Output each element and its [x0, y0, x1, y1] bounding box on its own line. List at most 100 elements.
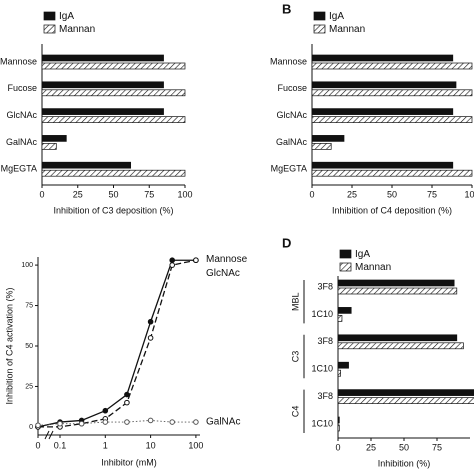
y-tick-label: 75	[25, 302, 33, 309]
category-label: 3F8	[317, 281, 333, 291]
legend-label: IgA	[355, 249, 370, 260]
bar	[311, 89, 473, 97]
bar	[311, 81, 457, 89]
x-tick-label: 0	[39, 189, 44, 199]
x-tick-label: 50	[108, 189, 118, 199]
category-label: GlcNAc	[276, 110, 307, 120]
series-line	[37, 259, 196, 428]
legend-swatch	[339, 249, 352, 259]
bar	[337, 279, 455, 287]
legend-label: Mannan	[59, 24, 95, 35]
legend-label: IgA	[329, 11, 344, 22]
category-label: 1C10	[311, 364, 333, 374]
y-tick-label: 50	[25, 343, 33, 350]
y-tick-label: 25	[25, 383, 33, 390]
data-point	[124, 399, 130, 406]
x-tick-label: 0	[309, 189, 314, 199]
bar	[311, 54, 454, 62]
x-tick-label: 75	[144, 189, 154, 199]
data-point	[193, 419, 199, 425]
x-axis-label: Inhibition (%)	[378, 458, 431, 468]
x-tick-label: 75	[432, 442, 442, 452]
bar	[337, 369, 341, 377]
data-point	[124, 391, 130, 398]
series-line	[38, 259, 197, 428]
bar	[41, 81, 164, 89]
y-tick-label: 0	[29, 424, 33, 431]
bar	[311, 169, 473, 177]
bar	[337, 397, 474, 404]
x-tick-label: 1	[103, 440, 108, 450]
data-point	[35, 422, 41, 429]
category-label: 3F8	[317, 336, 333, 346]
data-point	[169, 419, 176, 425]
series-label: Mannose	[206, 254, 248, 265]
category-label: 3F8	[317, 391, 333, 401]
category-label: MgEGTA	[271, 164, 307, 174]
x-tick-label: 100	[464, 189, 474, 199]
bar	[337, 315, 343, 322]
data-point	[169, 262, 176, 268]
bar	[41, 169, 186, 177]
category-label: MgEGTA	[1, 164, 37, 174]
bar	[41, 135, 67, 142]
bar	[41, 62, 186, 70]
bar	[41, 161, 132, 169]
x-axis-label: Inhibition of C4 deposition (%)	[332, 205, 452, 215]
x-tick-label: 50	[399, 442, 409, 452]
category-label: Mannose	[270, 56, 307, 66]
data-point	[147, 335, 154, 341]
legend-swatch	[313, 24, 326, 34]
y-axis-label: Inhibition of C4 activation (%)	[4, 287, 14, 404]
y-tick-label: 100	[21, 262, 33, 269]
series-label: GlcNAc	[206, 268, 240, 279]
bar	[311, 108, 454, 115]
bar	[311, 135, 345, 142]
bar	[311, 161, 454, 169]
data-point	[102, 407, 109, 414]
x-tick-label: 100	[188, 440, 203, 450]
legend-label: Mannan	[355, 262, 391, 273]
group-label: C4	[290, 406, 300, 418]
data-point	[193, 257, 199, 264]
data-point	[78, 420, 85, 427]
x-tick-label: 10	[146, 440, 156, 450]
x-tick-label: 25	[347, 189, 357, 199]
category-label: Fucose	[277, 83, 307, 93]
legend-swatch	[339, 262, 352, 272]
data-point	[57, 420, 63, 427]
series-line	[37, 419, 196, 426]
category-label: GalNAc	[276, 137, 308, 147]
bar	[41, 143, 57, 150]
category-label: Mannose	[0, 56, 37, 66]
bar	[41, 89, 186, 97]
legend-swatch	[313, 11, 326, 21]
x-tick-label: 100	[177, 189, 192, 199]
bar	[337, 287, 458, 295]
bar	[337, 307, 352, 314]
legend-label: IgA	[59, 11, 74, 22]
x-tick-label: 0	[335, 442, 340, 452]
data-point	[124, 419, 130, 425]
data-point	[147, 318, 154, 325]
bar	[311, 143, 332, 150]
category-label: GalNAc	[6, 137, 38, 147]
bar	[41, 116, 186, 123]
data-point	[102, 419, 109, 425]
x-axis-label: Inhibitor (mM)	[101, 457, 157, 467]
bar	[337, 416, 340, 424]
bar	[311, 62, 473, 70]
bar	[337, 424, 340, 432]
bar	[337, 361, 349, 369]
legend-swatch	[43, 11, 56, 21]
x-tick-label: 25	[366, 442, 376, 452]
category-label: 1C10	[311, 309, 333, 319]
panel-letter: D	[282, 235, 291, 250]
legend-swatch	[43, 24, 56, 34]
x-tick-label: 0.1	[54, 440, 67, 450]
bar	[41, 108, 164, 115]
bar	[337, 334, 458, 342]
group-label: C3	[290, 351, 300, 363]
x-tick-label: 25	[73, 189, 83, 199]
